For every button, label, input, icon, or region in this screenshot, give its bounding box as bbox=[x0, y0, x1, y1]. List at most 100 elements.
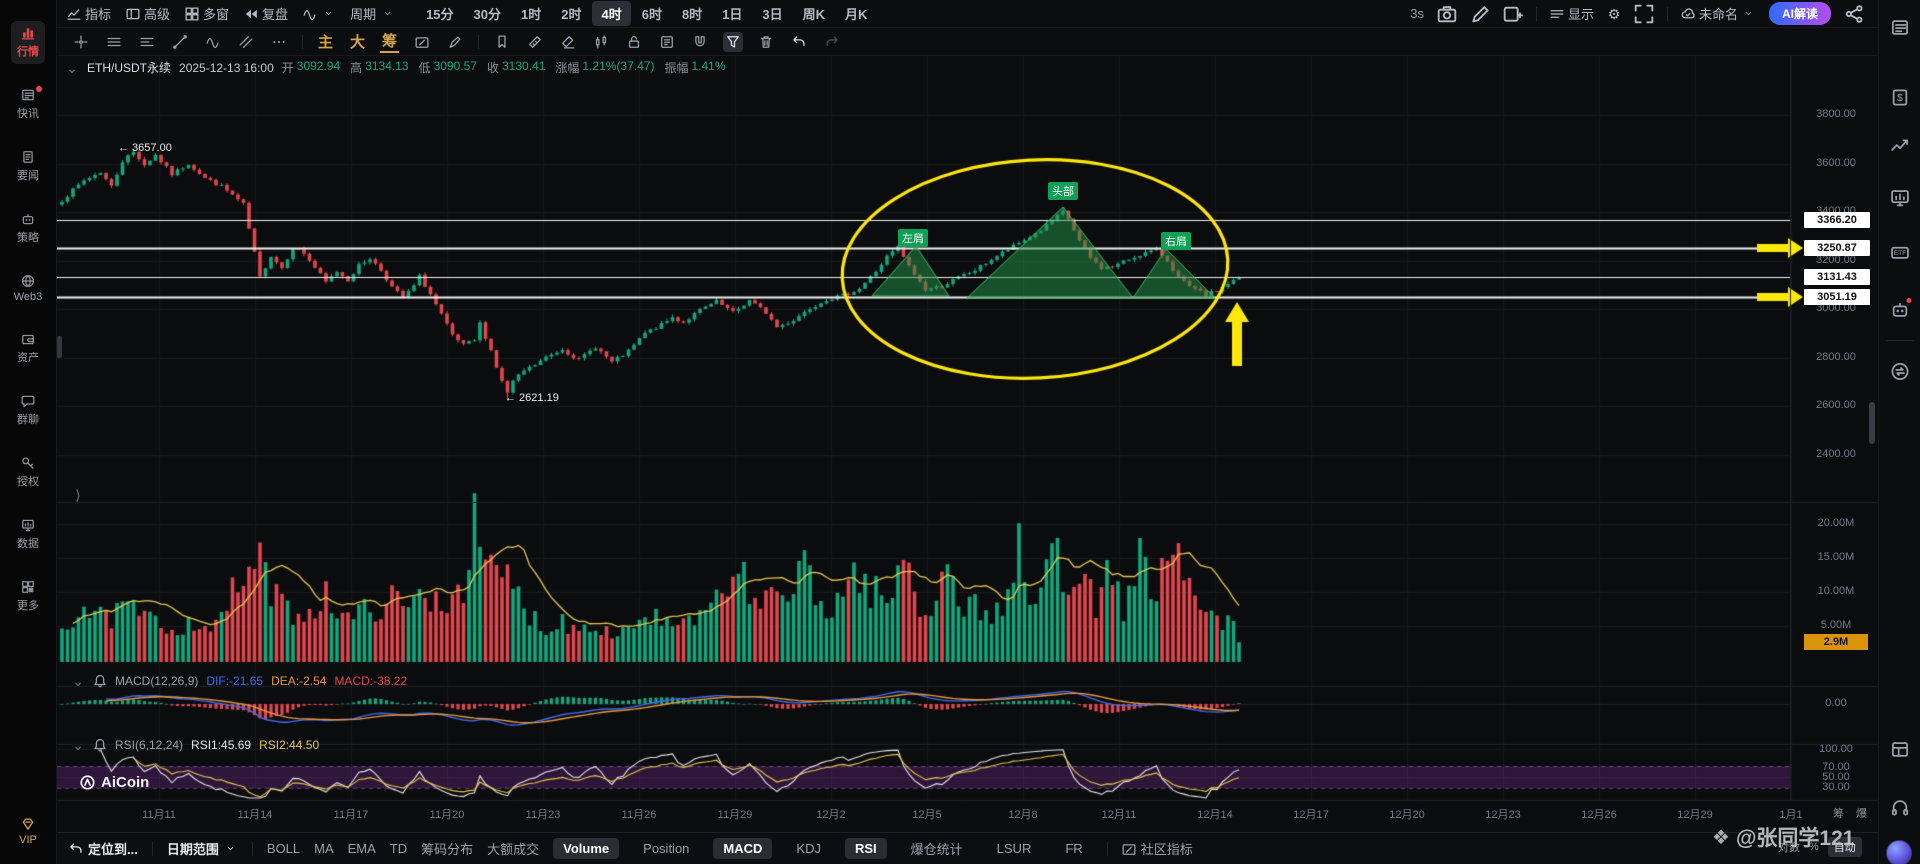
trendline-tool[interactable] bbox=[170, 32, 190, 52]
period-4时[interactable]: 4时 bbox=[592, 1, 631, 26]
period-2时[interactable]: 2时 bbox=[561, 7, 582, 22]
camera-icon[interactable] bbox=[1437, 4, 1457, 24]
sidebar-item-数据[interactable]: 数据 bbox=[17, 518, 39, 551]
magnet-tool[interactable] bbox=[690, 32, 710, 52]
period-1日[interactable]: 1日 bbox=[722, 7, 743, 22]
pane-toggle-FR[interactable]: FR bbox=[1065, 841, 1083, 856]
mini-toggle-筹[interactable]: 筹 bbox=[1833, 808, 1844, 820]
quick-tab-主[interactable]: 主 bbox=[318, 34, 334, 51]
scale-option-对数[interactable]: 对数 bbox=[1778, 842, 1800, 854]
user-avatar[interactable] bbox=[1886, 840, 1912, 864]
alert-bell-icon[interactable] bbox=[93, 738, 107, 752]
period-8时[interactable]: 8时 bbox=[681, 7, 703, 22]
period-周K[interactable]: 周K bbox=[802, 7, 826, 22]
funding-icon[interactable]: $ bbox=[1890, 88, 1909, 107]
pane-toggle-LSUR[interactable]: LSUR bbox=[996, 841, 1032, 856]
sidebar-item-快讯[interactable]: 快讯 bbox=[17, 88, 39, 121]
scale-option-%[interactable]: % bbox=[1809, 841, 1819, 853]
settings-gear-icon[interactable]: ⚙ bbox=[1607, 5, 1621, 22]
indicator-大额成交[interactable]: 大额成交 bbox=[487, 842, 540, 857]
sidebar-item-授权[interactable]: 授权 bbox=[17, 456, 39, 489]
pane-toggle-RSI[interactable]: RSI bbox=[844, 838, 887, 859]
price-chart-canvas[interactable] bbox=[57, 56, 1878, 832]
candleicon-tool[interactable] bbox=[591, 32, 611, 52]
period-30分[interactable]: 30分 bbox=[473, 7, 502, 22]
lock-tool[interactable] bbox=[624, 32, 644, 52]
date-range-button[interactable]: 日期范围 bbox=[167, 839, 238, 858]
funnel-tool[interactable] bbox=[723, 31, 744, 52]
quick-tab-筹[interactable]: 筹 bbox=[380, 30, 400, 53]
brush-tool[interactable] bbox=[445, 32, 465, 52]
period-3日[interactable]: 3日 bbox=[762, 7, 783, 22]
sidebar-item-群聊[interactable]: 群聊 bbox=[17, 394, 39, 427]
sidebar-item-更多[interactable]: 更多 bbox=[17, 580, 39, 613]
mlines-tool[interactable] bbox=[137, 32, 157, 52]
collapse-chevron-icon[interactable]: ⌄ bbox=[72, 737, 84, 753]
pane-toggle-爆仓统计[interactable]: 爆仓统计 bbox=[910, 842, 963, 857]
layout-panel-icon[interactable] bbox=[1890, 740, 1909, 759]
period-menu[interactable]: 周期 bbox=[350, 4, 394, 23]
convert-icon[interactable] bbox=[1890, 362, 1909, 381]
etf-icon[interactable]: ETF bbox=[1890, 243, 1909, 262]
pane-resize-handle[interactable] bbox=[57, 336, 62, 358]
markets-trend-icon[interactable] bbox=[1890, 134, 1909, 153]
note-tool[interactable] bbox=[657, 32, 677, 52]
menu-复盘[interactable]: 复盘 bbox=[244, 4, 288, 23]
sidebar-item-Web3[interactable]: Web3 bbox=[14, 274, 42, 303]
quick-tab-大[interactable]: 大 bbox=[350, 34, 366, 51]
winplus-icon[interactable] bbox=[1503, 4, 1523, 24]
wave-tool[interactable] bbox=[203, 32, 223, 52]
alert-bell-icon[interactable] bbox=[93, 674, 107, 688]
ai-analysis-button[interactable]: AI解读 bbox=[1768, 2, 1831, 25]
indicator-筹码分布[interactable]: 筹码分布 bbox=[421, 842, 474, 857]
ellipsis-tool[interactable] bbox=[269, 32, 289, 52]
pane-toggle-Volume[interactable]: Volume bbox=[553, 838, 620, 859]
period-1时[interactable]: 1时 bbox=[521, 7, 542, 22]
collapse-chevron-icon[interactable]: ⌄ bbox=[66, 59, 78, 76]
indicator-EMA[interactable]: EMA bbox=[347, 841, 376, 856]
menu-指标[interactable]: 指标 bbox=[67, 4, 111, 23]
sidebar-item-资产[interactable]: 资产 bbox=[17, 332, 39, 365]
volume-pane-toggle[interactable]: ⟩ bbox=[71, 488, 85, 502]
pencil-icon[interactable] bbox=[1470, 4, 1490, 24]
redo-tool[interactable] bbox=[822, 32, 842, 52]
indicator-BOLL[interactable]: BOLL bbox=[266, 841, 301, 856]
indicator-TD[interactable]: TD bbox=[389, 841, 408, 856]
saved-layout-menu[interactable]: 未命名 bbox=[1681, 4, 1756, 23]
news-icon[interactable] bbox=[1890, 18, 1909, 37]
ai-robot-icon[interactable] bbox=[1890, 298, 1911, 319]
expand-icon[interactable] bbox=[1634, 4, 1654, 24]
pane-toggle-Position[interactable]: Position bbox=[643, 841, 690, 856]
refresh-interval[interactable]: 3s bbox=[1410, 6, 1424, 21]
scale-option-auto[interactable]: 自动 bbox=[1827, 837, 1862, 857]
menu-高级[interactable]: 高级 bbox=[126, 4, 170, 23]
undo-tool[interactable] bbox=[789, 32, 809, 52]
chart-scrollbar[interactable] bbox=[1869, 402, 1875, 444]
trash-tool[interactable] bbox=[756, 32, 776, 52]
mini-toggle-爆[interactable]: 爆 bbox=[1856, 808, 1867, 820]
pane-toggle-MACD[interactable]: MACD bbox=[713, 838, 773, 859]
menu-多窗[interactable]: 多窗 bbox=[185, 4, 229, 23]
jump-to-button[interactable]: 定位到... bbox=[69, 839, 138, 858]
indicator-MA[interactable]: MA bbox=[314, 841, 334, 856]
annotate-tool[interactable] bbox=[412, 32, 432, 52]
period-15分[interactable]: 15分 bbox=[426, 7, 454, 22]
sidebar-item-要闻[interactable]: 要闻 bbox=[17, 150, 39, 183]
eraser-tool[interactable] bbox=[558, 32, 578, 52]
sidebar-item-行情[interactable]: 行情 bbox=[11, 21, 45, 64]
share-icon[interactable] bbox=[1844, 4, 1864, 24]
sidebar-item-策略[interactable]: 策略 bbox=[17, 212, 39, 245]
crosshair-tool[interactable] bbox=[71, 32, 91, 52]
support-headset-icon[interactable] bbox=[1890, 798, 1909, 817]
data-monitor-icon[interactable] bbox=[1890, 188, 1909, 207]
display-menu[interactable]: 显示 bbox=[1550, 4, 1594, 23]
community-indicators-button[interactable]: 社区指标 bbox=[1122, 839, 1193, 858]
channel-tool[interactable] bbox=[236, 32, 256, 52]
period-6时[interactable]: 6时 bbox=[641, 7, 662, 22]
hlines-tool[interactable] bbox=[104, 32, 124, 52]
collapse-chevron-icon[interactable]: ⌄ bbox=[72, 673, 84, 689]
wave-style-menu[interactable] bbox=[303, 7, 335, 21]
pane-toggle-KDJ[interactable]: KDJ bbox=[796, 841, 821, 856]
period-月K[interactable]: 月K bbox=[845, 7, 868, 22]
sidebar-item-vip[interactable]: VIP bbox=[0, 817, 56, 846]
